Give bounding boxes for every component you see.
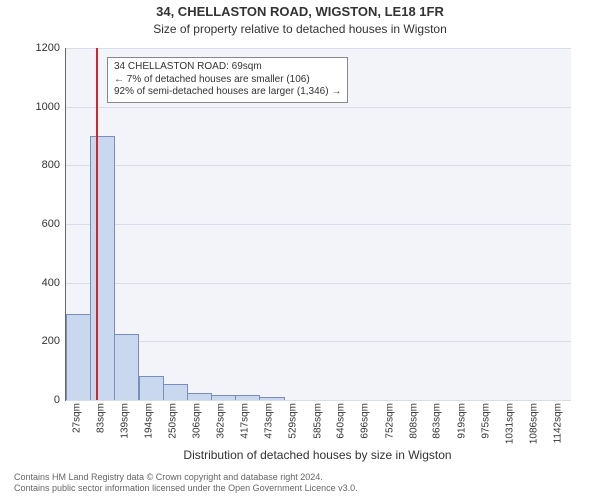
histogram-bar: [114, 334, 139, 400]
x-tick-label: 696sqm: [360, 403, 371, 439]
x-tick-label: 250sqm: [167, 403, 178, 439]
x-tick-label: 362sqm: [216, 403, 227, 439]
x-tick-label: 919sqm: [456, 403, 467, 439]
histogram-bar: [139, 376, 164, 400]
property-marker-line: [96, 48, 98, 400]
gridline: [66, 48, 571, 49]
y-tick-label: 1000: [10, 101, 60, 113]
x-axis-title: Distribution of detached houses by size …: [65, 448, 570, 462]
gridline: [66, 400, 571, 401]
histogram-bar: [187, 393, 212, 400]
chart-subtitle: Size of property relative to detached ho…: [0, 22, 600, 36]
annotation-box: 34 CHELLASTON ROAD: 69sqm ← 7% of detach…: [107, 57, 348, 103]
x-tick-label: 529sqm: [288, 403, 299, 439]
chart-title: 34, CHELLASTON ROAD, WIGSTON, LE18 1FR: [0, 4, 600, 19]
x-tick-label: 1031sqm: [505, 403, 516, 444]
annotation-line: 92% of semi-detached houses are larger (…: [114, 86, 341, 99]
x-tick-label: 752sqm: [384, 403, 395, 439]
x-tick-label: 27sqm: [71, 403, 82, 433]
annotation-line: 34 CHELLASTON ROAD: 69sqm: [114, 61, 341, 74]
x-tick-label: 1142sqm: [552, 403, 563, 443]
x-tick-label: 83sqm: [95, 403, 106, 433]
gridline: [66, 341, 571, 342]
histogram-bar: [259, 397, 284, 400]
y-tick-label: 800: [10, 159, 60, 171]
x-tick-label: 473sqm: [264, 403, 275, 439]
gridline: [66, 283, 571, 284]
x-tick-label: 975sqm: [480, 403, 491, 439]
y-tick-label: 600: [10, 218, 60, 230]
footer-line: Contains public sector information licen…: [14, 483, 358, 494]
annotation-line: ← 7% of detached houses are smaller (106…: [114, 74, 341, 87]
x-tick-label: 640sqm: [336, 403, 347, 439]
gridline: [66, 224, 571, 225]
histogram-bar: [66, 314, 91, 400]
attribution-footer: Contains HM Land Registry data © Crown c…: [14, 472, 358, 494]
x-tick-label: 1086sqm: [528, 403, 539, 444]
x-tick-label: 306sqm: [192, 403, 203, 439]
y-tick-label: 400: [10, 277, 60, 289]
gridline: [66, 107, 571, 108]
gridline: [66, 165, 571, 166]
y-tick-label: 0: [10, 394, 60, 406]
histogram-bar: [90, 136, 115, 400]
x-tick-label: 417sqm: [239, 403, 250, 439]
histogram-bar: [163, 384, 188, 400]
y-tick-label: 1200: [10, 42, 60, 54]
x-tick-label: 863sqm: [432, 403, 443, 439]
footer-line: Contains HM Land Registry data © Crown c…: [14, 472, 358, 483]
x-tick-label: 194sqm: [143, 403, 154, 439]
x-tick-label: 585sqm: [312, 403, 323, 439]
histogram-bar: [235, 395, 260, 400]
histogram-bar: [211, 395, 236, 400]
x-tick-label: 808sqm: [408, 403, 419, 439]
y-tick-label: 200: [10, 335, 60, 347]
x-tick-label: 139sqm: [119, 403, 130, 439]
